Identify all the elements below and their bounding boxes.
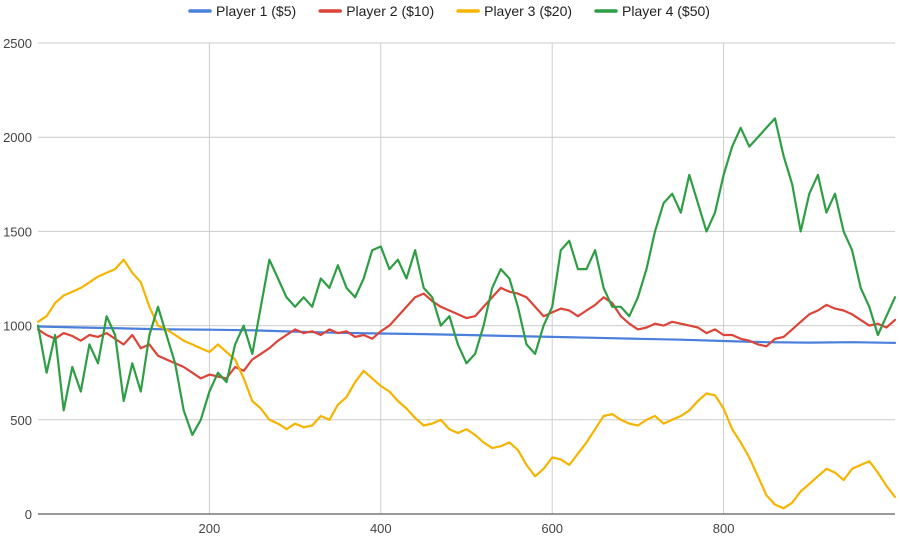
legend-label: Player 1 ($5)	[216, 3, 296, 19]
x-tick-label: 400	[370, 521, 392, 536]
y-tick-label: 500	[10, 413, 32, 428]
legend-item-player-4[interactable]: Player 4 ($50)	[594, 3, 710, 19]
series-line-player-4	[36, 117, 897, 436]
legend-item-player-1[interactable]: Player 1 ($5)	[188, 3, 296, 19]
legend-item-player-2[interactable]: Player 2 ($10)	[318, 3, 434, 19]
y-axis-tick-labels: 0 500 1000 1500 2000 2500	[3, 36, 32, 522]
x-axis-tick-labels: 200 400 600 800	[199, 521, 735, 536]
y-tick-label: 0	[25, 507, 32, 522]
legend-label: Player 4 ($50)	[622, 3, 710, 19]
legend-label: Player 3 ($20)	[484, 3, 572, 19]
y-tick-label: 1500	[3, 224, 32, 239]
y-tick-label: 2000	[3, 130, 32, 145]
series-line-player-3	[36, 258, 897, 510]
y-tick-label: 1000	[3, 319, 32, 334]
legend-label: Player 2 ($10)	[346, 3, 434, 19]
x-tick-label: 600	[541, 521, 563, 536]
series-line-player-2	[36, 286, 897, 380]
legend: Player 1 ($5) Player 2 ($10) Player 3 ($20…	[188, 3, 710, 19]
legend-item-player-3[interactable]: Player 3 ($20)	[456, 3, 572, 19]
grid-layer	[38, 42, 895, 514]
series-layer	[36, 117, 897, 510]
y-tick-label: 2500	[3, 36, 32, 51]
x-tick-label: 200	[199, 521, 221, 536]
x-tick-label: 800	[713, 521, 735, 536]
